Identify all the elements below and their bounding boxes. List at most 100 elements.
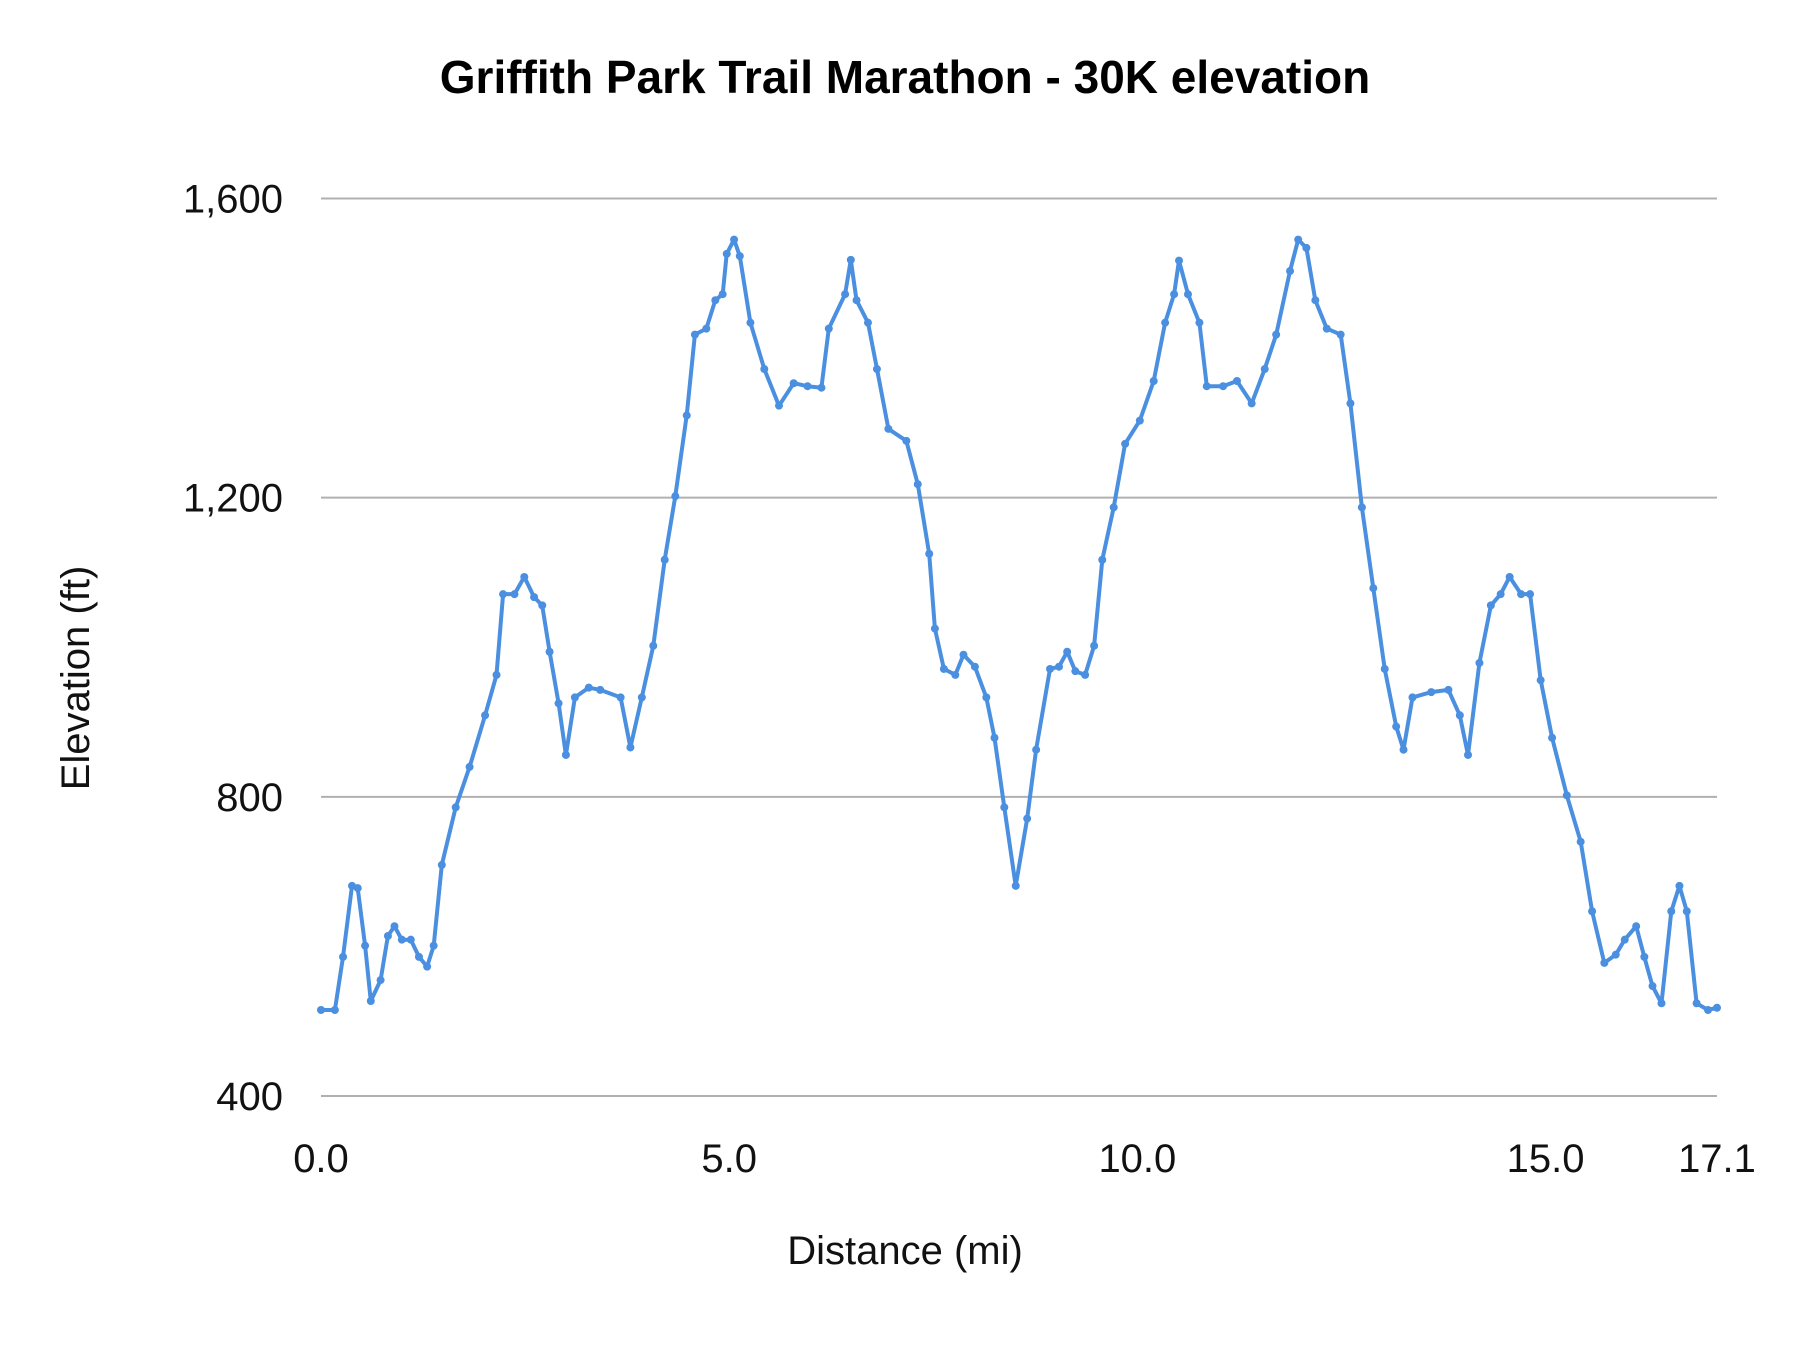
x-tick-label: 0.0 — [293, 1137, 349, 1181]
data-point — [1475, 658, 1484, 667]
data-point — [596, 685, 605, 694]
data-point — [1496, 590, 1505, 599]
data-point — [1536, 676, 1545, 685]
data-point — [1183, 290, 1192, 299]
chart-title: Griffith Park Trail Marathon - 30K eleva… — [440, 51, 1370, 103]
data-point — [1675, 881, 1684, 890]
data-point — [1247, 399, 1256, 408]
y-tick-label: 400 — [216, 1075, 283, 1119]
data-point — [774, 401, 783, 410]
data-point — [520, 572, 529, 581]
data-point — [1232, 376, 1241, 385]
data-point — [930, 624, 939, 633]
data-point — [884, 424, 893, 433]
data-point — [1272, 330, 1281, 339]
data-point — [1380, 664, 1389, 673]
data-point — [1455, 711, 1464, 720]
data-point — [339, 952, 348, 961]
data-point — [1713, 1003, 1721, 1012]
data-point — [1336, 330, 1345, 339]
data-point — [530, 593, 539, 602]
data-point — [982, 693, 991, 702]
data-point — [1704, 1005, 1713, 1014]
data-point — [1170, 290, 1179, 299]
data-point — [970, 662, 979, 671]
data-point — [390, 922, 399, 931]
data-point — [510, 590, 519, 599]
y-tick-label: 800 — [216, 776, 283, 820]
data-point — [1357, 503, 1366, 512]
data-point — [682, 411, 691, 420]
data-point — [1294, 235, 1303, 244]
data-point — [1109, 503, 1118, 512]
data-point — [1055, 662, 1064, 671]
data-point — [803, 382, 812, 391]
data-point — [1392, 722, 1401, 731]
data-point — [1399, 745, 1408, 754]
data-point — [1632, 922, 1641, 931]
data-point — [1444, 685, 1453, 694]
data-point — [451, 803, 460, 812]
x-tick-label: 10.0 — [1098, 1137, 1176, 1181]
data-point — [429, 941, 438, 950]
data-point — [846, 255, 855, 264]
data-point — [730, 235, 739, 244]
data-point — [1648, 982, 1657, 991]
data-point — [423, 962, 432, 971]
data-point — [1311, 296, 1320, 305]
data-point — [902, 436, 911, 445]
data-point — [570, 693, 579, 702]
data-point — [1464, 750, 1473, 759]
data-point — [465, 762, 474, 771]
data-point — [1081, 670, 1090, 679]
data-point — [1046, 664, 1055, 673]
x-tick-label: 17.1 — [1678, 1137, 1756, 1181]
gridlines — [321, 197, 1717, 1097]
data-point — [872, 365, 881, 374]
data-point — [545, 647, 554, 656]
data-point — [711, 296, 720, 305]
data-point — [1149, 376, 1158, 385]
data-point — [414, 952, 423, 961]
data-point — [353, 884, 362, 893]
data-point — [913, 480, 922, 489]
data-point — [1588, 907, 1597, 916]
data-point — [863, 318, 872, 327]
data-point — [616, 693, 625, 702]
data-point — [1023, 814, 1032, 823]
data-point — [1302, 243, 1311, 252]
data-point — [330, 1005, 339, 1014]
data-point — [1322, 324, 1331, 333]
data-point — [1011, 881, 1020, 890]
data-point — [1667, 907, 1676, 916]
data-point — [1576, 837, 1585, 846]
data-point — [1071, 667, 1080, 676]
data-point — [406, 935, 415, 944]
data-point — [951, 670, 960, 679]
data-point — [789, 379, 798, 388]
data-point — [1640, 952, 1649, 961]
data-point — [1175, 256, 1184, 265]
data-point — [1219, 382, 1228, 391]
x-axis-label: Distance (mi) — [787, 1229, 1023, 1273]
data-point — [690, 330, 699, 339]
data-point — [1517, 590, 1526, 599]
data-point — [1562, 791, 1571, 800]
data-point — [746, 318, 755, 327]
data-point — [437, 860, 446, 869]
data-point — [361, 941, 370, 950]
data-point — [1408, 693, 1417, 702]
data-point — [1286, 267, 1295, 276]
data-point — [660, 555, 669, 564]
data-point — [1195, 318, 1204, 327]
data-point — [1505, 572, 1514, 581]
data-point — [1620, 935, 1629, 944]
data-point — [841, 290, 850, 299]
data-point — [1692, 999, 1701, 1008]
data-point — [1682, 907, 1691, 916]
elevation-series — [317, 235, 1721, 1014]
data-point — [366, 997, 375, 1006]
data-point — [1526, 590, 1535, 599]
data-point — [376, 976, 385, 985]
data-point — [649, 641, 658, 650]
